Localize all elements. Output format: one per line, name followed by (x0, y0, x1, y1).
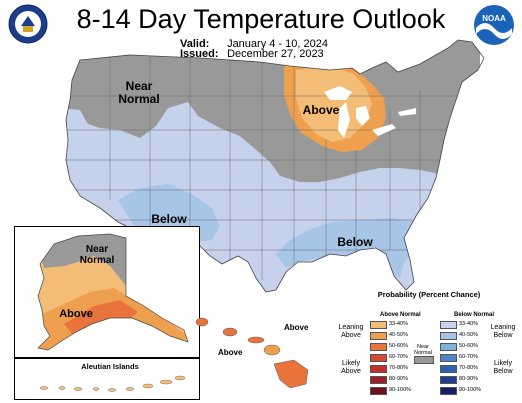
near-normal-region (66, 40, 480, 182)
label-below-southeast: Below (337, 235, 373, 249)
lake-erie (372, 124, 396, 136)
legend: Probability (Percent Chance) Above Norma… (336, 288, 522, 403)
above-legend-swatch (370, 387, 387, 395)
below-legend-range-label: 60-70% (459, 354, 478, 360)
legend-below-swatches: 33-40% 40-50% 50-60% 60-70% 70-80% 80-90% 90-1… (440, 321, 490, 401)
above-legend-range-label: 33-40% (389, 321, 408, 327)
above-legend-swatch (370, 365, 387, 373)
valid-dates: Valid: January 4 - 10, 2024 (180, 38, 328, 50)
lake-michigan (338, 102, 350, 138)
valid-value: January 4 - 10, 2024 (227, 38, 328, 50)
lake-huron (356, 106, 370, 126)
above-legend-swatch (370, 376, 387, 384)
above-region-inner (296, 66, 372, 142)
above-legend-range-label: 50-60% (389, 343, 408, 349)
legend-above-swatches: 33-40% 40-50% 50-60% 60-70% 70-80% 80-90% 90-1… (370, 321, 420, 401)
aleutian-islands-shapes (39, 375, 186, 392)
oahu-island (222, 327, 238, 337)
above-legend-swatch (370, 343, 387, 351)
below-legend-swatch (440, 354, 457, 362)
above-legend-range-label: 70-80% (389, 365, 408, 371)
below-legend-swatch (440, 343, 457, 351)
legend-above-header: Above Normal (380, 312, 421, 318)
alaska-inset (14, 226, 200, 358)
kauai-island (195, 317, 209, 327)
below-legend-range-label: 70-80% (459, 365, 478, 371)
aleutian-inset (14, 358, 200, 400)
below-legend-swatch (440, 387, 457, 395)
above-legend-swatch (370, 354, 387, 362)
commerce-seal-icon (8, 4, 48, 44)
lake-superior (324, 86, 352, 100)
issued-value: December 27, 2023 (227, 48, 324, 60)
issued-date: Issued: December 27, 2023 (180, 48, 324, 60)
noaa-logo-icon: NOAA (474, 5, 514, 45)
legend-likely-below: Likely Below (493, 360, 513, 375)
below-legend-swatch (440, 376, 457, 384)
legend-near-normal-label: Near Normal (414, 344, 432, 356)
page-title: 8-14 Day Temperature Outlook (76, 4, 446, 34)
hawaii-inset (195, 317, 309, 389)
below-legend-swatch (440, 321, 457, 329)
legend-leaning-above: Leaning Above (338, 324, 364, 339)
above-legend-swatch (370, 321, 387, 329)
label-hawaii-above-west: Above (218, 348, 243, 357)
below-legend-range-label: 90-100% (459, 387, 482, 393)
legend-title: Probability (Percent Chance) (377, 290, 481, 299)
label-near-normal-conus: Near Normal (118, 79, 160, 106)
label-below-west: Below (151, 212, 187, 226)
legend-near-normal-swatch (414, 356, 434, 364)
legend-below-header: Below Normal (454, 312, 495, 318)
above-legend-swatch (370, 332, 387, 340)
maui-island (263, 344, 281, 356)
label-above-alaska: Above (59, 308, 93, 320)
lake-ontario (398, 108, 416, 116)
below-legend-range-label: 80-90% (459, 376, 478, 382)
aleutian-title: Aleutian Islands (81, 362, 139, 371)
above-legend-range-label: 60-70% (389, 354, 408, 360)
below-legend-range-label: 33-40% (459, 321, 478, 327)
big-island (273, 359, 309, 389)
issued-label: Issued: (180, 48, 219, 60)
above-legend-range-label: 80-90% (389, 376, 408, 382)
below-legend-swatch (440, 332, 457, 340)
below-legend-range-label: 40-50% (459, 332, 478, 338)
alaska-above-region-core (64, 300, 138, 336)
below-legend-swatch (440, 365, 457, 373)
label-hawaii-above-east: Above (284, 323, 309, 332)
above-legend-range-label: 90-100% (389, 387, 412, 393)
label-near-normal-alaska: Near Normal (79, 244, 115, 266)
label-above-conus: Above (302, 103, 340, 117)
valid-label: Valid: (180, 38, 210, 50)
below-legend-range-label: 50-60% (459, 343, 478, 349)
legend-leaning-below: Leaning Below (490, 324, 516, 339)
molokai-island (247, 336, 265, 344)
noaa-logo-text: NOAA (482, 14, 506, 23)
legend-likely-above: Likely Above (341, 360, 361, 375)
above-legend-range-label: 40-50% (389, 332, 408, 338)
